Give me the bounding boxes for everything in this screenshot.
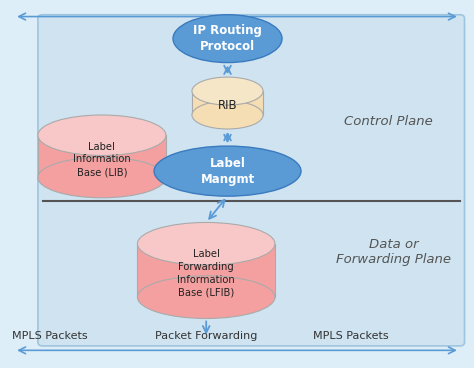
Text: Control Plane: Control Plane	[344, 115, 433, 128]
Text: RIB: RIB	[218, 99, 237, 112]
Text: Label
Mangmt: Label Mangmt	[201, 157, 255, 185]
Ellipse shape	[192, 77, 263, 105]
Ellipse shape	[137, 222, 275, 265]
Text: Label
Forwarding
Information
Base (LFIB): Label Forwarding Information Base (LFIB)	[177, 250, 235, 298]
Text: Data or
Forwarding Plane: Data or Forwarding Plane	[336, 238, 451, 266]
FancyBboxPatch shape	[38, 15, 465, 346]
Text: MPLS Packets: MPLS Packets	[12, 330, 88, 341]
Ellipse shape	[38, 115, 166, 156]
Polygon shape	[38, 135, 166, 178]
Text: Label
Information
Base (LIB): Label Information Base (LIB)	[73, 142, 131, 177]
Polygon shape	[137, 244, 275, 297]
Text: MPLS Packets: MPLS Packets	[313, 330, 389, 341]
Ellipse shape	[173, 15, 282, 63]
Ellipse shape	[192, 101, 263, 129]
Text: IP Routing
Protocol: IP Routing Protocol	[193, 24, 262, 53]
Ellipse shape	[154, 146, 301, 196]
Polygon shape	[192, 91, 263, 115]
Text: Packet Forwarding: Packet Forwarding	[155, 330, 257, 341]
Ellipse shape	[137, 276, 275, 318]
Ellipse shape	[38, 158, 166, 198]
